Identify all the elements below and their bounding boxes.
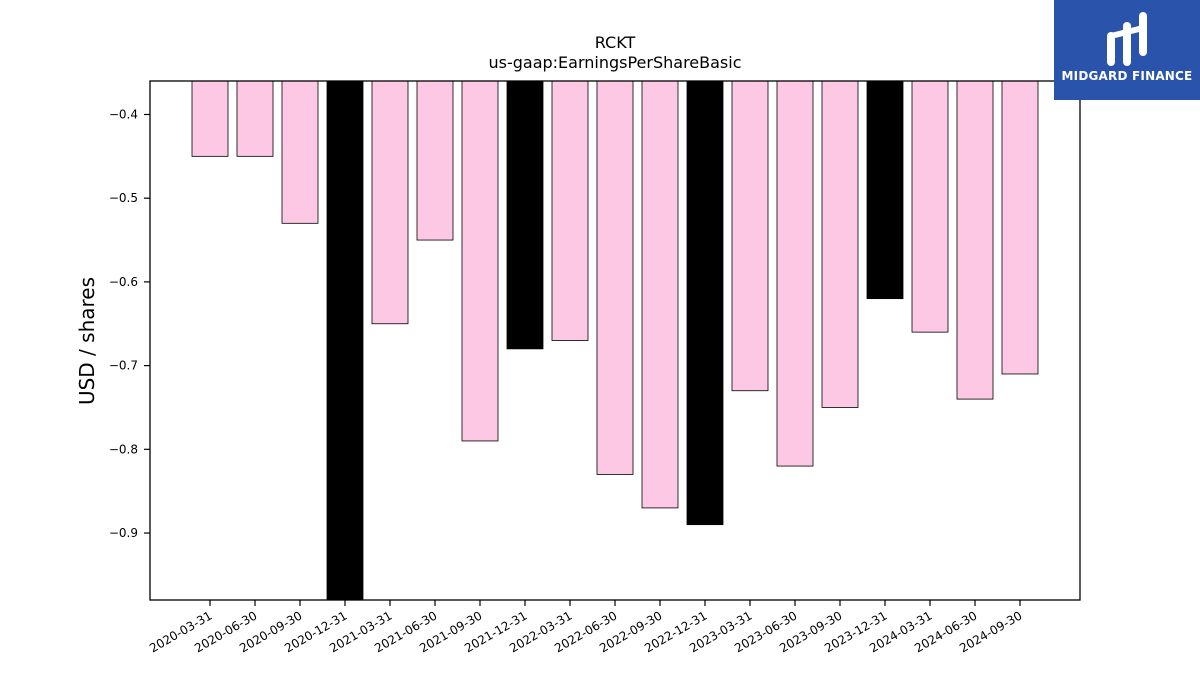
y-tick-label: −0.6 <box>109 275 138 289</box>
bar-2021-06-30 <box>416 80 454 241</box>
midgard-finance-logo: MIDGARD FINANCE <box>1054 0 1200 100</box>
bar-2023-03-31 <box>731 80 769 392</box>
x-axis: 2020-03-312020-06-302020-09-302020-12-31… <box>147 600 1025 655</box>
bar-2023-06-30 <box>776 80 814 467</box>
y-axis: −0.4 −0.5 −0.6 −0.7 −0.8 −0.9 <box>109 107 150 540</box>
y-tick-label: −0.9 <box>109 526 138 540</box>
chart-subtitle: us-gaap:EarningsPerShareBasic <box>488 53 741 72</box>
bar-2022-09-30 <box>641 80 679 509</box>
bar-2020-12-31 <box>326 80 364 601</box>
bar-2024-09-30 <box>1001 80 1039 375</box>
bar-2022-06-30 <box>596 80 634 475</box>
bar-2021-09-30 <box>461 80 499 442</box>
y-axis-label: USD / shares <box>75 277 99 405</box>
bar-2020-09-30 <box>281 80 319 224</box>
logo-mark-icon <box>1107 12 1147 66</box>
bar-2021-12-31 <box>506 80 544 350</box>
bar-2023-09-30 <box>821 80 859 408</box>
y-tick-label: −0.8 <box>109 442 138 456</box>
bar-2020-06-30 <box>236 80 274 157</box>
bar-2022-03-31 <box>551 80 589 341</box>
y-tick-label: −0.4 <box>109 107 138 121</box>
bar-2024-06-30 <box>956 80 994 400</box>
y-tick-label: −0.7 <box>109 359 138 373</box>
bar-2020-03-31 <box>191 80 229 157</box>
chart-title: RCKT <box>595 33 636 52</box>
bar-2024-03-31 <box>911 80 949 333</box>
logo-text: MIDGARD FINANCE <box>1061 69 1193 83</box>
bar-2023-12-31 <box>866 80 904 300</box>
bar-2021-03-31 <box>371 80 409 325</box>
bars-group <box>191 80 1039 601</box>
bar-2022-12-31 <box>686 80 724 526</box>
y-tick-label: −0.5 <box>109 191 138 205</box>
